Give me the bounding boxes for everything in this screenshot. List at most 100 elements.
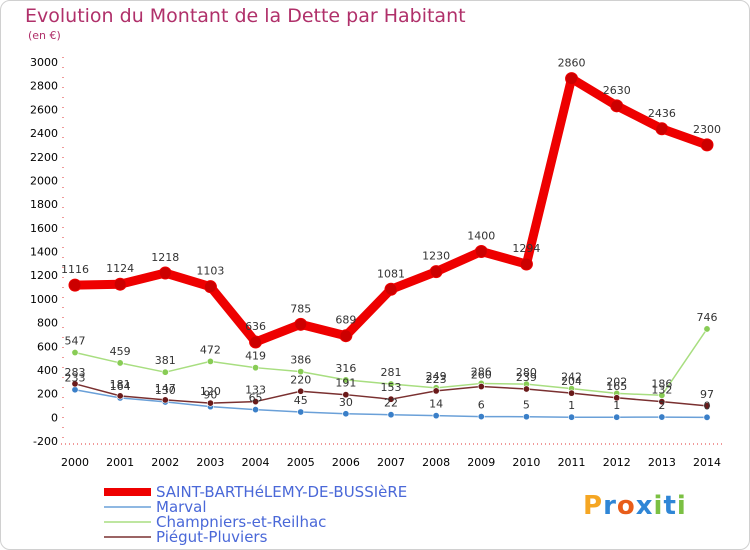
series-2-data-label: 286: [471, 365, 492, 378]
y-tick-label: -200: [33, 435, 58, 448]
legend-swatches: [104, 488, 151, 538]
series-0-data-label: 1124: [106, 262, 134, 275]
series-3-data-label: 147: [155, 382, 176, 395]
series-2-point: [71, 349, 79, 357]
series-3-data-label: 181: [110, 378, 131, 391]
series-1-point: [613, 413, 621, 421]
series-1-data-label: 45: [294, 394, 308, 407]
x-tick-label: 2009: [467, 456, 495, 469]
x-tick-label: 2005: [287, 456, 315, 469]
series-3-data-label: 120: [200, 385, 221, 398]
x-tick-label: 2014: [693, 456, 721, 469]
series-1-data-label: 65: [249, 392, 263, 405]
series-2-data-label: 316: [335, 362, 356, 375]
x-tick-label: 2013: [648, 456, 676, 469]
series-3-data-label: 283: [65, 366, 86, 379]
chart-title: Evolution du Montant de la Dette par Hab…: [25, 5, 466, 27]
series-0-data-label: 1294: [512, 242, 540, 255]
series-1-data-label: 1: [568, 399, 575, 412]
series-2-point: [297, 368, 305, 376]
series-0-point: [249, 335, 263, 349]
series-3-point: [206, 399, 214, 407]
series-1-point: [342, 410, 350, 418]
series-2-data-label: 242: [561, 371, 582, 384]
series-0-point: [113, 277, 127, 291]
y-tick-label: 1200: [30, 269, 58, 282]
series-1-point: [71, 386, 79, 394]
series-0-data-label: 2300: [693, 123, 721, 136]
series-0-data-label: 2436: [648, 107, 676, 120]
unit-label: (en €): [28, 29, 61, 42]
y-tick-label: 1600: [30, 222, 58, 235]
y-tick-label: 0: [51, 411, 58, 424]
x-tick-label: 2012: [603, 456, 631, 469]
series-1-data-label: 14: [429, 398, 443, 411]
series-3-point: [161, 396, 169, 404]
series-2-point: [342, 376, 350, 384]
series-0-point: [565, 72, 579, 86]
x-tick-label: 2000: [61, 456, 89, 469]
series-2-data-label: 386: [290, 354, 311, 367]
y-tick-label: 1800: [30, 198, 58, 211]
series-1-data-label: 1: [613, 399, 620, 412]
series-2-point: [252, 364, 260, 372]
proxiti-logo: Proxiti: [583, 491, 687, 521]
series-1-data-label: 30: [339, 396, 353, 409]
x-tick-label: 2008: [422, 456, 450, 469]
series-1-data-label: 0: [704, 399, 711, 412]
series-3-point: [658, 398, 666, 406]
series-3-data-label: 153: [381, 381, 402, 394]
series-3-data-label: 132: [651, 384, 672, 397]
series-1-point: [522, 413, 530, 421]
y-tick-label: 200: [37, 388, 58, 401]
series-3-data-label: 204: [561, 375, 582, 388]
series-1-point: [568, 413, 576, 421]
series-2-point: [387, 380, 395, 388]
series-1-point: [477, 413, 485, 421]
series-2-data-label: 381: [155, 354, 176, 367]
y-tick-label: 2400: [30, 127, 58, 140]
series-0-data-label: 1400: [467, 230, 495, 243]
series-0-data-label: 689: [335, 314, 356, 327]
series-3-data-label: 239: [516, 371, 537, 384]
series-3-data-label: 165: [606, 380, 627, 393]
series-2-point: [161, 368, 169, 376]
series-1-point: [297, 408, 305, 416]
series-0-point: [68, 278, 82, 292]
legend-entry-2: Champniers-et-Reilhac: [156, 513, 327, 531]
y-tick-label: 3000: [30, 56, 58, 69]
series-0-data-label: 2630: [603, 84, 631, 97]
series-0-data-label: 785: [290, 302, 311, 315]
series-1-point: [432, 412, 440, 420]
series-3-point: [387, 395, 395, 403]
series-3-point: [342, 391, 350, 399]
y-tick-label: 2200: [30, 151, 58, 164]
series-2-point: [703, 325, 711, 333]
series-3-point: [71, 380, 79, 388]
series-3-data-label: 220: [290, 373, 311, 386]
series-2-point: [206, 357, 214, 365]
legend-entry-3: Piégut-Pluviers: [156, 528, 268, 546]
series-0-data-label: 1230: [422, 250, 450, 263]
series-0-point: [384, 282, 398, 296]
series-3-point: [477, 383, 485, 391]
series-3-point: [432, 387, 440, 395]
series-0-point: [610, 99, 624, 113]
series-2-data-label: 186: [651, 377, 672, 390]
series-1-point: [703, 413, 711, 421]
series-1-data-label: 164: [110, 380, 131, 393]
series-1-data-label: 2: [658, 399, 665, 412]
series-1-data-label: 6: [478, 399, 485, 412]
y-tick-label: 600: [37, 340, 58, 353]
series-2-data-label: 419: [245, 350, 266, 363]
series-3-point: [568, 389, 576, 397]
x-tick-label: 2001: [106, 456, 134, 469]
legend-entry-0: SAINT-BARTHéLEMY-DE-BUSSIèRE: [156, 483, 408, 501]
series-lines: [68, 72, 714, 421]
series-2-data-label: 472: [200, 343, 221, 356]
series-0-data-label: 2860: [558, 57, 586, 70]
series-0-data-label: 1218: [151, 251, 179, 264]
series-0-data-label: 636: [245, 320, 266, 333]
